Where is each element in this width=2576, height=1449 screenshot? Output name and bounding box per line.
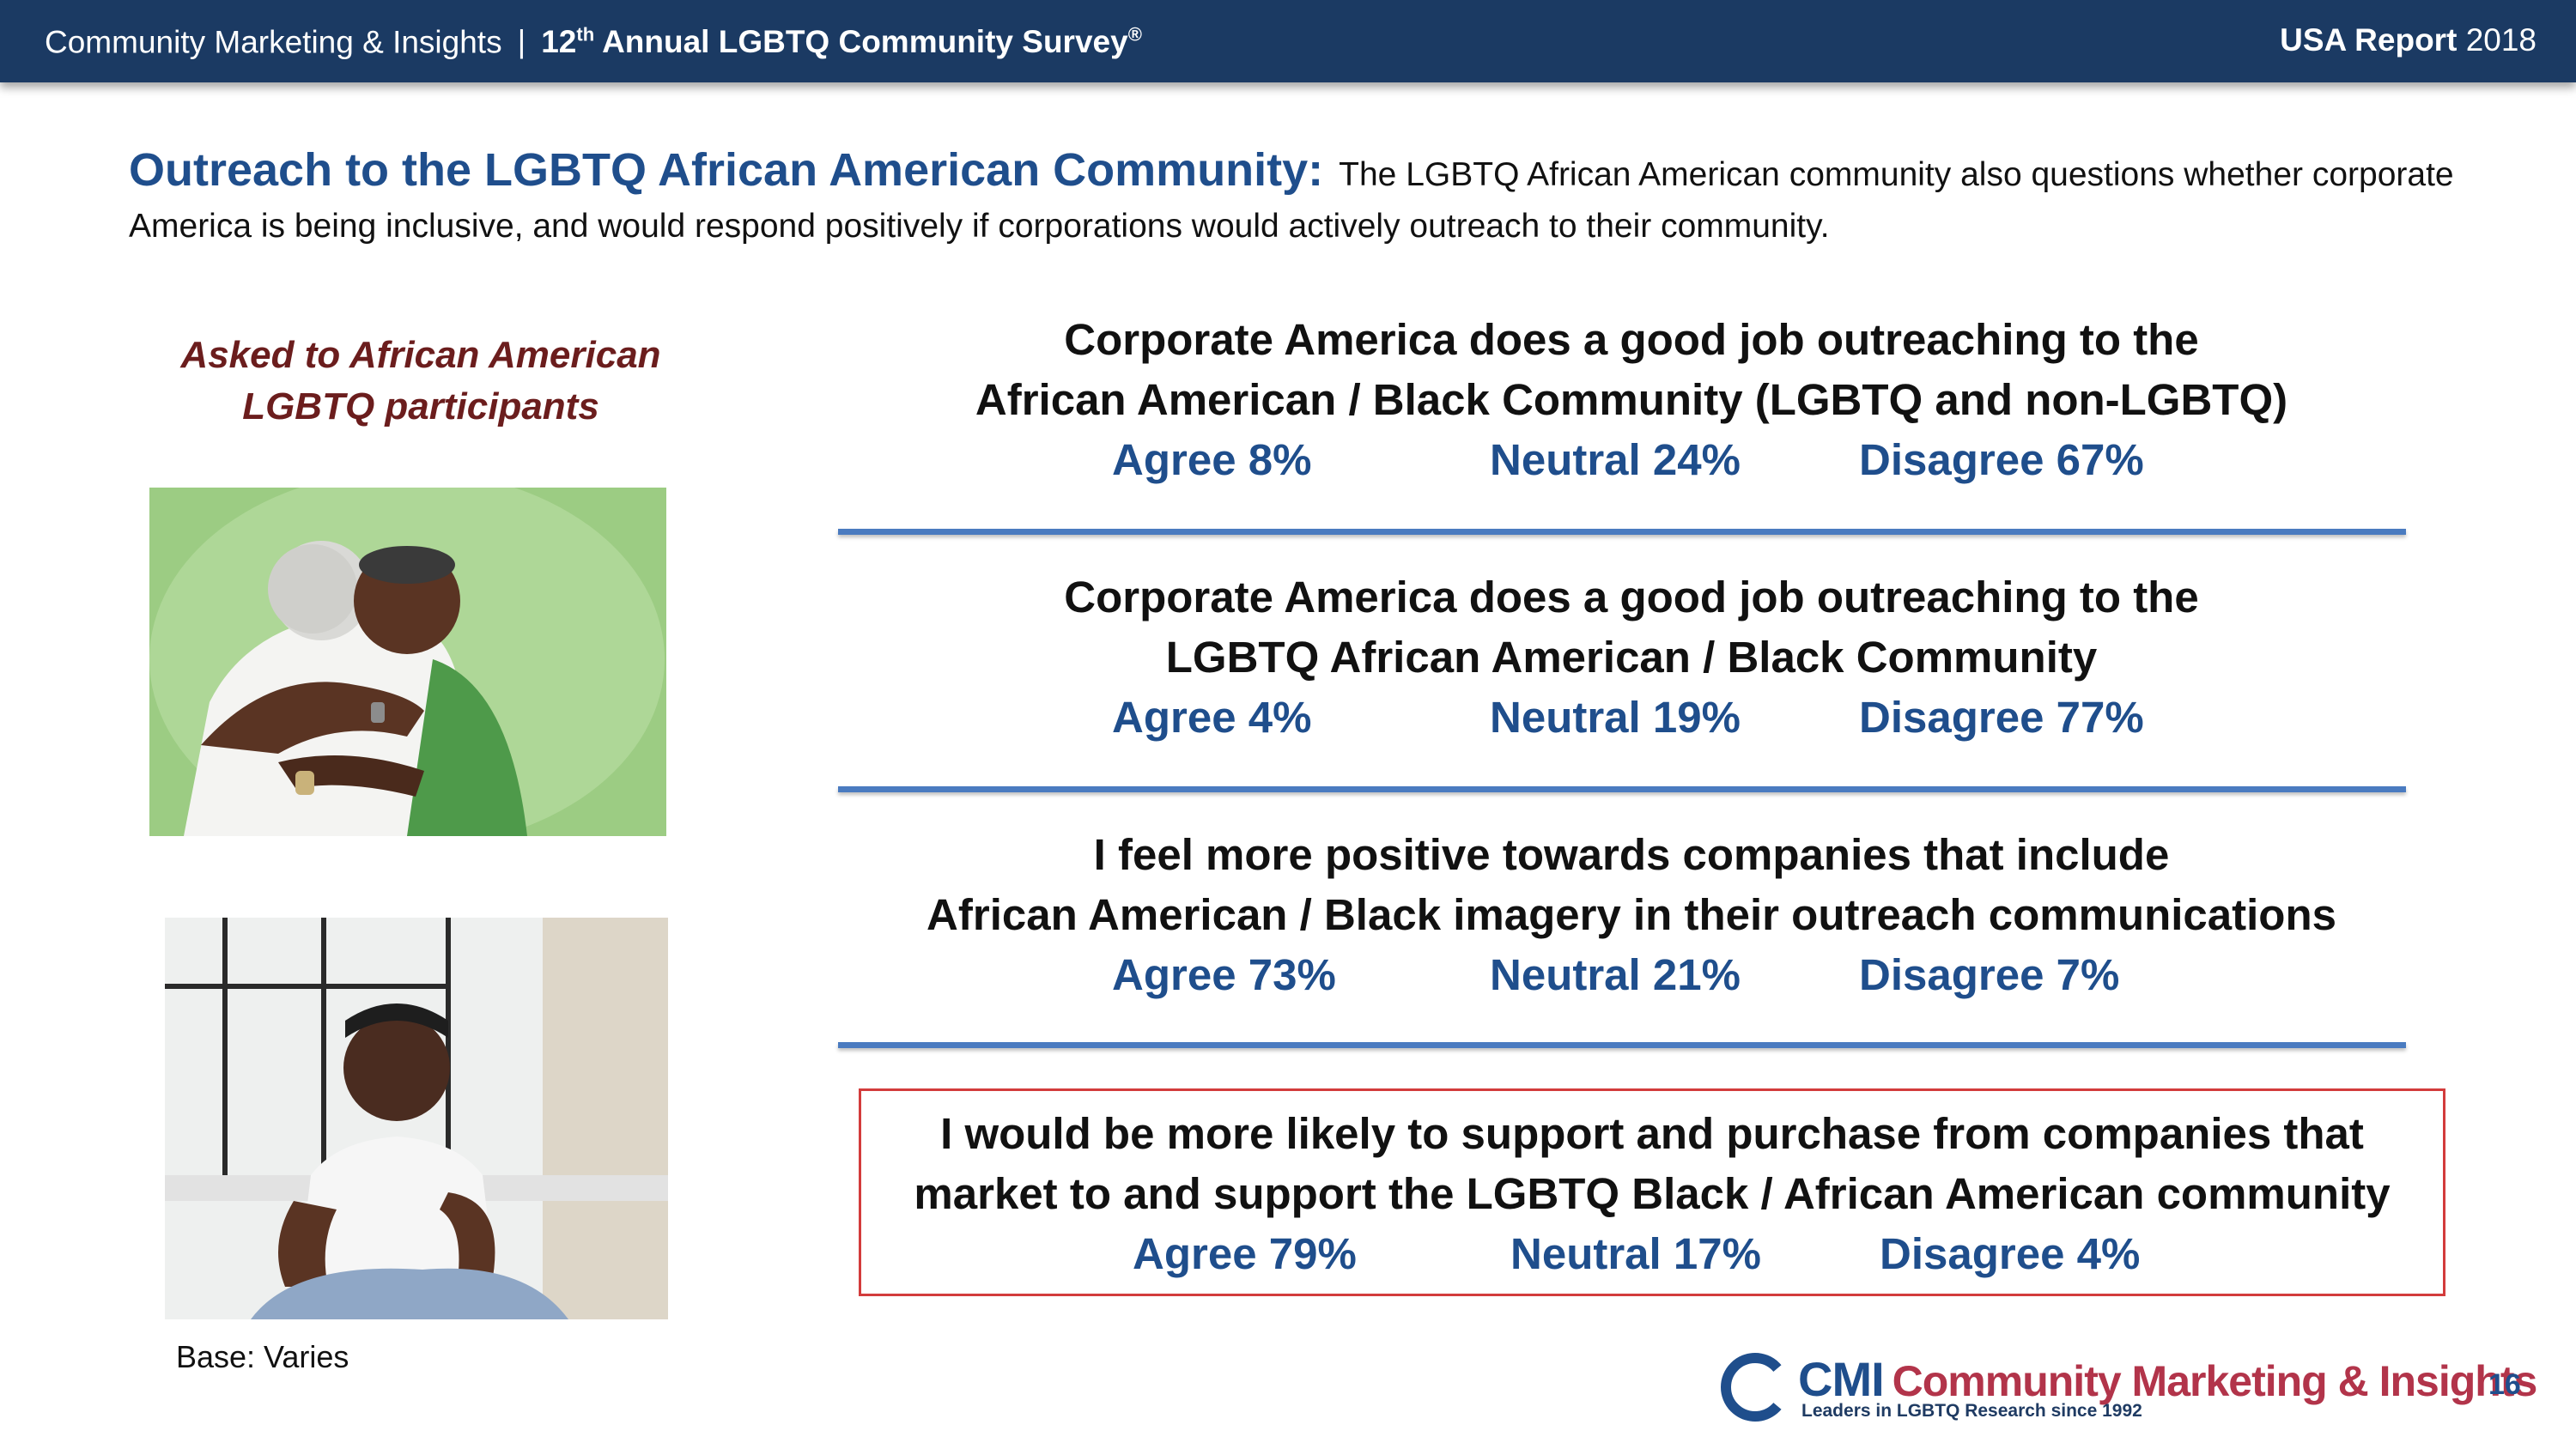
statement-4-results: Agree 79% Neutral 17% Disagree 4% <box>859 1224 2445 1284</box>
divider-2 <box>838 786 2406 792</box>
agree-value: Agree 79% <box>1133 1229 1357 1278</box>
photo-portrait <box>165 918 668 1319</box>
audience-note-line2: LGBTQ participants <box>242 385 599 427</box>
page-intro: The LGBTQ African American community als… <box>129 156 2454 245</box>
agree-value: Agree 4% <box>1112 693 1312 742</box>
org-name: Community Marketing & Insights <box>45 24 502 60</box>
report-label-text: USA Report <box>2280 22 2458 58</box>
neutral-value: Neutral 24% <box>1490 435 1741 484</box>
statement-3-results: Agree 73% Neutral 21% Disagree 7% <box>841 945 2421 1005</box>
header-left: Community Marketing & Insights | 12th Annu… <box>45 24 1142 60</box>
cmi-logo-icon <box>1721 1353 1791 1422</box>
page-number: 16 <box>2488 1368 2521 1401</box>
statement-4-line1: I would be more likely to support and pu… <box>940 1109 2364 1158</box>
survey-title: 12th Annual LGBTQ Community Survey® <box>541 24 1142 59</box>
statement-1-line1: Corporate America does a good job outrea… <box>1064 315 2199 364</box>
report-label: USA Report 2018 <box>2280 22 2537 58</box>
audience-note: Asked to African American LGBTQ particip… <box>120 330 721 433</box>
cmi-logo: CMI Community Marketing & Insights Leader… <box>1721 1351 2537 1422</box>
disagree-value: Disagree 4% <box>1880 1229 2141 1278</box>
neutral-value: Neutral 21% <box>1490 950 1741 999</box>
photo-embrace-illustration <box>149 488 666 836</box>
neutral-value: Neutral 19% <box>1490 693 1741 742</box>
highlight-box <box>859 1088 2445 1296</box>
disagree-value: Disagree 7% <box>1859 950 2120 999</box>
photo-portrait-illustration <box>165 918 668 1319</box>
registered-mark: ® <box>1127 24 1142 45</box>
photo-embrace <box>149 488 666 836</box>
statement-3: I feel more positive towards companies t… <box>841 825 2421 1005</box>
header-bar: Community Marketing & Insights | 12th Annu… <box>0 0 2576 82</box>
survey-number-suffix: th <box>576 24 595 45</box>
divider-3 <box>838 1042 2406 1048</box>
cmi-logo-wordmark: CMI Community Marketing & Insights <box>1798 1351 2537 1407</box>
page-heading: Outreach to the LGBTQ African American C… <box>129 144 2499 252</box>
cmi-logo-tagline: Leaders in LGBTQ Research since 1992 <box>1801 1401 2142 1421</box>
cmi-logo-abbr: CMI <box>1798 1352 1885 1406</box>
disagree-value: Disagree 77% <box>1859 693 2144 742</box>
statement-2-results: Agree 4% Neutral 19% Disagree 77% <box>841 688 2421 748</box>
divider-1 <box>838 529 2406 535</box>
cmi-logo-name: Community Marketing & Insights <box>1892 1357 2538 1405</box>
statement-2: Corporate America does a good job outrea… <box>841 567 2421 748</box>
neutral-value: Neutral 17% <box>1510 1229 1761 1278</box>
survey-number: 12 <box>541 24 577 60</box>
agree-value: Agree 8% <box>1112 435 1312 484</box>
agree-value: Agree 73% <box>1112 950 1336 999</box>
survey-title-text: Annual LGBTQ Community Survey <box>602 24 1128 60</box>
statement-3-line2: African American / Black imagery in thei… <box>927 890 2336 939</box>
page-title: Outreach to the LGBTQ African American C… <box>129 144 1324 196</box>
statement-2-line1: Corporate America does a good job outrea… <box>1064 573 2199 621</box>
statement-1: Corporate America does a good job outrea… <box>841 310 2421 490</box>
header-separator: | <box>517 24 526 60</box>
statement-4-line2: market to and support the LGBTQ Black / … <box>914 1169 2391 1218</box>
base-note: Base: Varies <box>176 1339 349 1374</box>
statement-1-results: Agree 8% Neutral 24% Disagree 67% <box>841 430 2421 490</box>
statement-1-line2: African American / Black Community (LGBT… <box>975 375 2288 424</box>
statement-3-line1: I feel more positive towards companies t… <box>1093 830 2170 879</box>
statement-2-line2: LGBTQ African American / Black Community <box>1165 633 2098 682</box>
report-year: 2018 <box>2465 22 2537 58</box>
audience-note-line1: Asked to African American <box>180 334 661 376</box>
disagree-value: Disagree 67% <box>1859 435 2144 484</box>
statement-4: I would be more likely to support and pu… <box>859 1104 2445 1284</box>
